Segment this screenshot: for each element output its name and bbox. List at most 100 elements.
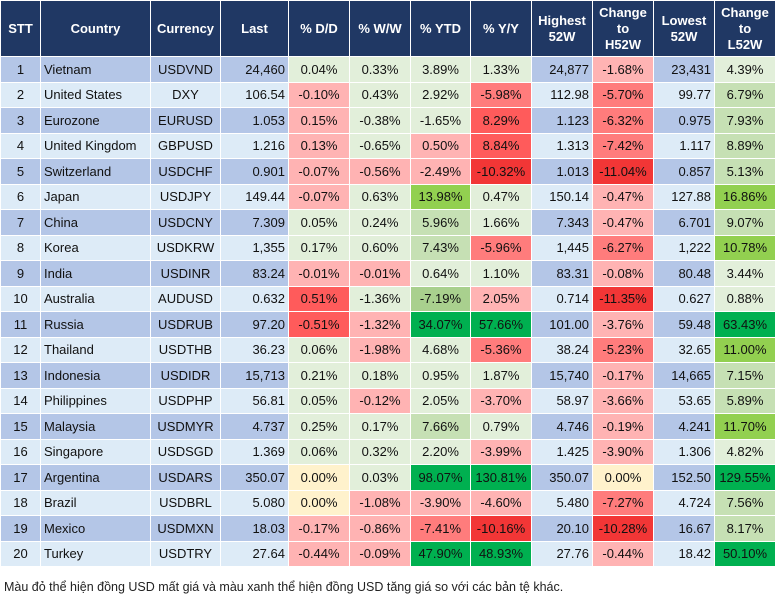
cell-ww: -0.86% — [349, 515, 411, 542]
cell-low: 99.77 — [653, 81, 715, 108]
cell-high: 1.123 — [531, 107, 593, 134]
footnote: Màu đỏ thể hiện đồng USD mất giá và màu … — [4, 580, 564, 594]
cell-low: 18.42 — [653, 540, 715, 567]
cell-dd: -0.07% — [288, 158, 350, 185]
cell-country: Eurozone — [40, 107, 151, 134]
cell-low: 59.48 — [653, 311, 715, 338]
cell-ww: 0.18% — [349, 362, 411, 389]
cell-high: 350.07 — [531, 464, 593, 491]
table-row: 5 Switzerland USDCHF 0.901 -0.07% -0.56% -2.49… — [0, 158, 776, 185]
cell-last: 36.23 — [220, 336, 289, 363]
cell-yy: 1.87% — [470, 362, 532, 389]
cell-high: 24,877 — [531, 56, 593, 83]
cell-high: 0.714 — [531, 285, 593, 312]
cell-chg-h: -10.28% — [592, 515, 654, 542]
cell-stt: 7 — [0, 209, 41, 236]
header-row: STT Country Currency Last% D/D% W/W% YTD% Y… — [0, 0, 776, 57]
cell-chg-l: 9.07% — [714, 209, 776, 236]
cell-chg-h: -6.32% — [592, 107, 654, 134]
cell-high: 83.31 — [531, 260, 593, 287]
cell-chg-h: -0.47% — [592, 209, 654, 236]
cell-chg-l: 50.10% — [714, 540, 776, 567]
column-header: % Y/Y — [470, 0, 532, 57]
cell-ytd: -3.90% — [410, 489, 471, 516]
cell-last: 4.737 — [220, 413, 289, 440]
column-header: % W/W — [349, 0, 411, 57]
column-header: Last — [220, 0, 289, 57]
cell-chg-l: 7.93% — [714, 107, 776, 134]
cell-low: 6.701 — [653, 209, 715, 236]
cell-yy: -5.98% — [470, 81, 532, 108]
cell-dd: 0.06% — [288, 438, 350, 465]
cell-chg-h: -1.68% — [592, 56, 654, 83]
table-row: 17 Argentina USDARS 350.07 0.00% 0.03% 98.07% 1… — [0, 464, 776, 491]
cell-high: 5.480 — [531, 489, 593, 516]
column-header: % D/D — [288, 0, 350, 57]
cell-low: 16.67 — [653, 515, 715, 542]
table-row: 8 Korea USDKRW 1,355 0.17% 0.60% 7.43% -5.96% 1,… — [0, 234, 776, 261]
cell-ww: 0.63% — [349, 183, 411, 210]
cell-currency: AUDUSD — [150, 285, 221, 312]
cell-country: Thailand — [40, 336, 151, 363]
cell-currency: USDARS — [150, 464, 221, 491]
cell-stt: 3 — [0, 107, 41, 134]
cell-stt: 11 — [0, 311, 41, 338]
column-header: Change to L52W — [714, 0, 776, 57]
cell-stt: 9 — [0, 260, 41, 287]
cell-country: United Kingdom — [40, 132, 151, 159]
cell-low: 1.306 — [653, 438, 715, 465]
cell-chg-h: -3.66% — [592, 387, 654, 414]
cell-yy: 0.79% — [470, 413, 532, 440]
cell-ww: -1.98% — [349, 336, 411, 363]
column-header: STT — [0, 0, 41, 57]
table-row: 3 Eurozone EURUSD 1.053 0.15% -0.38% -1.65% 8.2… — [0, 107, 776, 134]
cell-dd: 0.06% — [288, 336, 350, 363]
cell-yy: 1.10% — [470, 260, 532, 287]
cell-chg-h: -7.27% — [592, 489, 654, 516]
cell-yy: 8.84% — [470, 132, 532, 159]
cell-currency: USDMYR — [150, 413, 221, 440]
cell-stt: 12 — [0, 336, 41, 363]
cell-chg-l: 4.82% — [714, 438, 776, 465]
cell-chg-l: 5.89% — [714, 387, 776, 414]
cell-high: 27.76 — [531, 540, 593, 567]
cell-chg-l: 3.44% — [714, 260, 776, 287]
cell-ww: -1.08% — [349, 489, 411, 516]
cell-currency: USDVND — [150, 56, 221, 83]
cell-currency: USDTRY — [150, 540, 221, 567]
cell-yy: -5.96% — [470, 234, 532, 261]
cell-ww: -1.36% — [349, 285, 411, 312]
cell-yy: -10.16% — [470, 515, 532, 542]
cell-chg-l: 11.70% — [714, 413, 776, 440]
cell-chg-l: 11.00% — [714, 336, 776, 363]
column-header: Change to H52W — [592, 0, 654, 57]
cell-last: 0.901 — [220, 158, 289, 185]
column-header: Highest 52W — [531, 0, 593, 57]
cell-last: 1.369 — [220, 438, 289, 465]
cell-chg-h: -0.19% — [592, 413, 654, 440]
cell-dd: 0.04% — [288, 56, 350, 83]
cell-yy: 48.93% — [470, 540, 532, 567]
cell-low: 14,665 — [653, 362, 715, 389]
cell-yy: 2.05% — [470, 285, 532, 312]
cell-ww: -0.09% — [349, 540, 411, 567]
cell-chg-l: 7.15% — [714, 362, 776, 389]
cell-chg-h: -0.17% — [592, 362, 654, 389]
cell-yy: 130.81% — [470, 464, 532, 491]
cell-ww: -0.65% — [349, 132, 411, 159]
cell-country: India — [40, 260, 151, 287]
cell-chg-l: 6.79% — [714, 81, 776, 108]
column-header: % YTD — [410, 0, 471, 57]
table-row: 9 India USDINR 83.24 -0.01% -0.01% 0.64% 1.10% 8… — [0, 260, 776, 287]
cell-last: 97.20 — [220, 311, 289, 338]
cell-high: 1.013 — [531, 158, 593, 185]
fx-table: STT Country Currency Last% D/D% W/W% YTD% Y… — [0, 0, 776, 567]
table-row: 10 Australia AUDUSD 0.632 0.51% -1.36% -7.19% 2… — [0, 285, 776, 312]
table-row: 20 Turkey USDTRY 27.64 -0.44% -0.09% 47.90% 48.… — [0, 540, 776, 567]
cell-yy: 8.29% — [470, 107, 532, 134]
cell-country: Switzerland — [40, 158, 151, 185]
cell-low: 0.857 — [653, 158, 715, 185]
table-row: 19 Mexico USDMXN 18.03 -0.17% -0.86% -7.41% -10… — [0, 515, 776, 542]
cell-ww: 0.24% — [349, 209, 411, 236]
cell-dd: -0.17% — [288, 515, 350, 542]
